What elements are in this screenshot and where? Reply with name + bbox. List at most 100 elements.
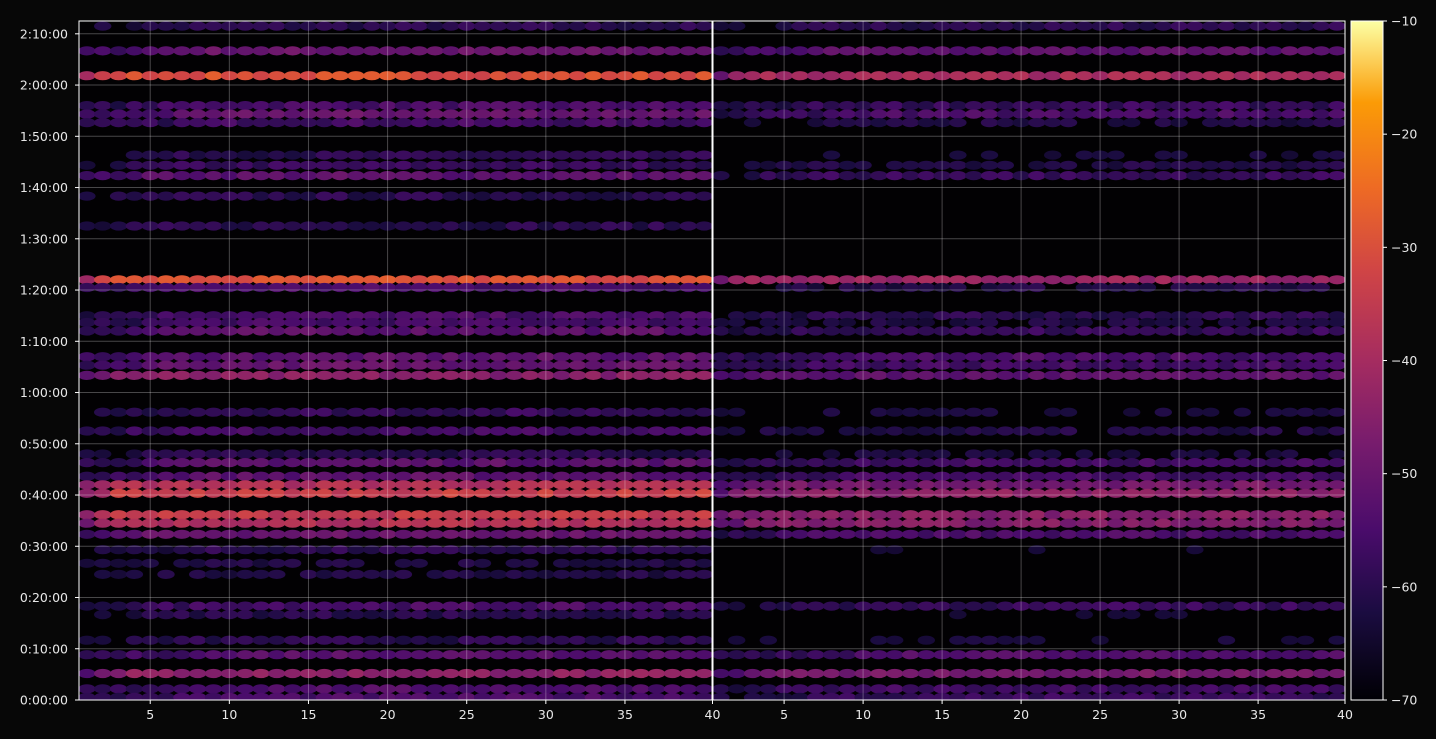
cell-mark [1028, 171, 1046, 181]
cell-mark [584, 601, 602, 611]
cell-mark [949, 635, 967, 645]
cell-mark [1170, 510, 1188, 520]
cell-mark [1170, 46, 1188, 56]
cell-mark [822, 458, 841, 468]
cell-mark [584, 449, 602, 459]
cell-mark [537, 458, 555, 468]
cell-mark [252, 171, 270, 181]
cell-mark [347, 601, 365, 611]
cell-mark [838, 311, 856, 321]
cell-mark [949, 282, 967, 293]
cell-mark [584, 109, 602, 119]
cell-mark [1044, 518, 1062, 528]
cell-mark [220, 101, 238, 111]
cell-mark [1217, 118, 1236, 128]
cell-mark [901, 458, 920, 468]
cell-mark [695, 510, 712, 520]
cell-mark [980, 21, 999, 31]
cell-mark [759, 311, 777, 321]
cell-mark [1217, 360, 1236, 370]
cell-mark [1186, 480, 1204, 490]
cell-mark [378, 360, 397, 370]
cell-mark [109, 488, 128, 498]
cell-mark [236, 449, 254, 459]
cell-mark [94, 326, 112, 336]
cell-mark [632, 326, 650, 336]
cell-mark [632, 160, 650, 170]
cell-mark [473, 191, 492, 201]
cell-mark [537, 518, 555, 528]
cell-mark [1233, 668, 1252, 679]
cell-mark [807, 160, 825, 170]
cell-mark [1154, 407, 1173, 417]
cell-mark [886, 458, 904, 468]
cell-mark [713, 326, 730, 336]
cell-mark [94, 480, 112, 490]
cell-mark [347, 275, 365, 285]
cell-mark [679, 150, 697, 160]
cell-mark [173, 458, 191, 468]
cell-mark [584, 326, 602, 336]
cell-mark [553, 635, 571, 645]
cell-mark [94, 118, 112, 128]
cell-mark [1091, 370, 1109, 380]
cell-mark [410, 360, 428, 370]
cell-mark [109, 191, 128, 201]
cell-mark [791, 518, 809, 528]
cell-mark [616, 21, 634, 31]
cell-mark [838, 21, 856, 31]
cell-mark [157, 692, 175, 700]
cell-mark [1012, 480, 1030, 490]
cell-mark [268, 101, 286, 111]
cell-mark [728, 46, 746, 56]
cell-mark [1028, 529, 1046, 539]
cell-mark [1186, 360, 1204, 370]
cell-mark [759, 46, 777, 56]
cell-mark [347, 370, 365, 380]
cell-mark [1044, 480, 1062, 490]
cell-mark [141, 471, 159, 481]
cell-mark [679, 449, 697, 459]
cell-mark [917, 426, 935, 436]
cell-mark [775, 109, 793, 119]
cell-mark [1186, 282, 1204, 293]
cell-mark [204, 109, 223, 119]
cell-mark [521, 635, 539, 645]
cell-mark [584, 610, 602, 620]
cell-mark [283, 650, 302, 660]
cell-mark [1296, 601, 1315, 611]
cell-mark [394, 569, 413, 580]
cell-mark [679, 635, 697, 645]
cell-mark [886, 650, 904, 660]
cell-mark [728, 275, 746, 285]
cell-mark [1217, 426, 1236, 436]
cell-mark [854, 360, 872, 370]
cell-mark [980, 510, 999, 520]
cell-mark [204, 21, 223, 31]
cell-mark [204, 601, 223, 611]
cell-mark [759, 360, 777, 370]
cell-mark [315, 635, 333, 645]
cell-mark [157, 21, 175, 31]
cell-mark [632, 21, 650, 31]
cell-mark [949, 150, 967, 160]
cell-mark [1281, 518, 1299, 528]
cell-mark [157, 109, 175, 119]
cell-mark [109, 558, 128, 568]
cell-mark [109, 601, 128, 611]
cell-mark [79, 360, 96, 370]
cell-mark [79, 480, 96, 490]
cell-mark [1217, 692, 1236, 700]
cell-mark [1075, 282, 1094, 293]
cell-mark [695, 118, 712, 128]
cell-mark [1028, 488, 1046, 498]
cell-mark [173, 317, 191, 328]
cell-mark [917, 635, 935, 645]
cell-mark [616, 311, 634, 321]
cell-mark [473, 221, 492, 231]
cell-mark [109, 480, 128, 490]
cell-mark [252, 635, 270, 645]
cell-mark [616, 426, 634, 436]
cell-mark [141, 480, 159, 490]
cell-mark [1202, 529, 1220, 539]
